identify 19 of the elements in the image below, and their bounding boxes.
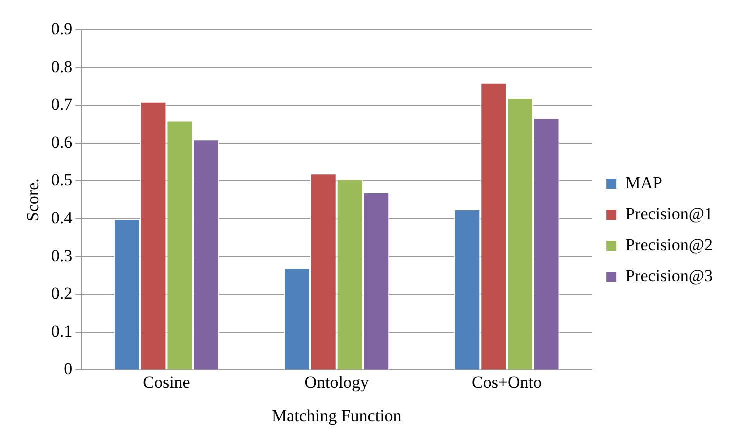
y-tick-label: 0.1 bbox=[51, 322, 73, 341]
legend-label: Precision@3 bbox=[626, 266, 714, 286]
y-tick-label: 0 bbox=[64, 360, 73, 379]
y-tick-label: 0.4 bbox=[51, 208, 74, 228]
y-tick-label: 0.7 bbox=[51, 95, 74, 114]
y-tick-label: 0.3 bbox=[51, 246, 73, 266]
y-axis-title: Score. bbox=[24, 178, 43, 222]
y-tick-label: 0.2 bbox=[51, 284, 73, 304]
y-tick-label: 0.9 bbox=[51, 19, 73, 38]
legend-label: MAP bbox=[626, 173, 662, 192]
x-tick-label: Cos+Onto bbox=[472, 372, 542, 392]
x-tick-label: Cosine bbox=[143, 372, 190, 392]
x-tick-label: Ontology bbox=[304, 372, 370, 392]
x-axis-title: Matching Function bbox=[272, 406, 402, 426]
y-tick-label: 0.6 bbox=[51, 132, 73, 152]
legend-label: Precision@1 bbox=[626, 204, 714, 224]
legend-label: Precision@2 bbox=[626, 235, 714, 254]
y-tick-label: 0.8 bbox=[51, 57, 73, 76]
y-tick-label: 0.5 bbox=[51, 170, 73, 190]
